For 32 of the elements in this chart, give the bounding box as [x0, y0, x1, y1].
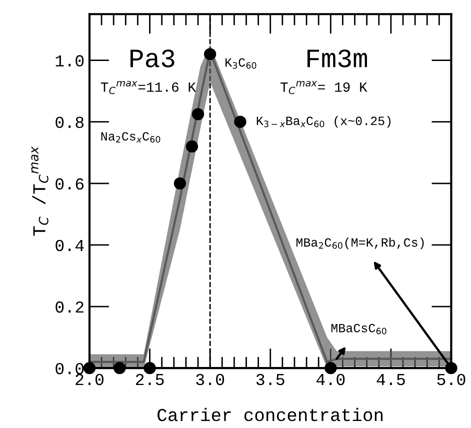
y-tick-label: 0.4 [56, 240, 84, 252]
y-tick-label: 0.2 [56, 301, 84, 313]
point [324, 362, 337, 374]
point [174, 177, 186, 190]
annotation: T$_{C}$$^{max}$= 19 K [280, 80, 368, 94]
x-tick-label: 2.0 [76, 374, 104, 386]
annotation: K$_{3}$C$_{60}$ [226, 58, 256, 69]
annotation: MBa$_{2}$C$_{60}$(M=K,Rb,Cs) [296, 238, 424, 250]
annotation: Fm3m [307, 49, 367, 68]
point [114, 362, 126, 374]
x-tick-label: 3.0 [196, 374, 224, 386]
point [186, 140, 198, 153]
y-tick-label: 0.0 [56, 362, 84, 374]
y-tick-label: 0.6 [56, 178, 84, 190]
point [204, 48, 216, 60]
x-tick-label: 3.5 [256, 374, 284, 386]
annotation: T$_{C}$$^{max}$=11.6 K [100, 80, 196, 94]
x-tick-label: 4.0 [316, 374, 345, 386]
annotation: Na$_{2}$Cs$_{x}$C$_{60}$ [101, 132, 160, 143]
x-tick-label: 5.0 [437, 374, 466, 386]
point [192, 108, 204, 120]
x-tick-label: 4.5 [376, 374, 405, 386]
x-tick-label: 2.5 [136, 374, 164, 386]
annotation: MBaCsC$_{60}$ [331, 324, 386, 334]
point [234, 116, 246, 128]
y-axis-title: T$_{C}$ /T$_{C}$$^{max}$ [31, 146, 48, 236]
y-tick-label: 1.0 [56, 55, 84, 66]
annotation: Pa3 [130, 49, 174, 68]
y-tick-label: 0.8 [56, 116, 84, 128]
x-axis-title: Carrier concentration [158, 408, 383, 422]
point [144, 362, 156, 374]
text: K$_{3−x}$Ba$_{x}$C$_{60}$ (x~0.25) [256, 116, 390, 128]
